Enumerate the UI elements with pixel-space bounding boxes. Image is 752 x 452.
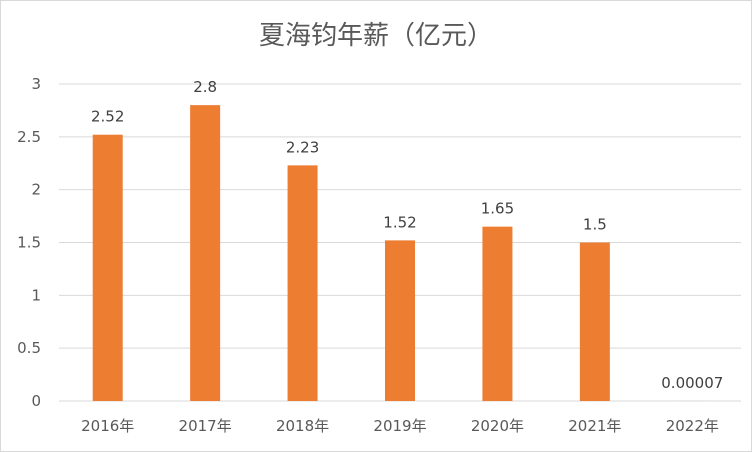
- data-label: 2.23: [286, 138, 319, 156]
- bars: [92, 105, 708, 401]
- data-label: 1.5: [583, 216, 607, 234]
- chart-title: 夏海钧年薪（亿元）: [258, 21, 493, 51]
- data-label: 2.52: [91, 108, 124, 126]
- bar: [482, 226, 513, 401]
- x-axis-categories: 2016年 2017年 2018年 2019年 2020年 2021年 2022年: [81, 417, 719, 435]
- bar: [92, 134, 123, 401]
- y-tick-label: 0: [31, 392, 41, 410]
- data-label: 2.8: [193, 78, 217, 96]
- bar: [190, 105, 221, 401]
- bar: [579, 242, 610, 401]
- y-tick-label: 3: [31, 75, 41, 93]
- x-category-label: 2021年: [568, 417, 621, 435]
- data-label: 1.52: [383, 213, 416, 231]
- y-tick-label: 2: [31, 181, 41, 199]
- y-axis-ticks: 0 0.5 1 1.5 2 2.5 3: [17, 75, 41, 410]
- bar: [287, 165, 318, 401]
- x-category-label: 2022年: [666, 417, 719, 435]
- y-tick-label: 1.5: [17, 234, 41, 252]
- data-label: 1.65: [481, 200, 514, 218]
- x-category-label: 2016年: [81, 417, 134, 435]
- y-tick-label: 2.5: [17, 128, 41, 146]
- data-labels: 2.52 2.8 2.23 1.52 1.65 1.5 0.00007: [91, 78, 723, 392]
- bar: [385, 240, 415, 401]
- y-tick-label: 1: [31, 286, 41, 304]
- x-category-label: 2020年: [471, 417, 524, 435]
- x-category-label: 2019年: [373, 417, 426, 435]
- y-tick-label: 0.5: [17, 339, 41, 357]
- data-label: 0.00007: [661, 374, 723, 392]
- x-category-label: 2017年: [179, 417, 232, 435]
- x-category-label: 2018年: [276, 417, 329, 435]
